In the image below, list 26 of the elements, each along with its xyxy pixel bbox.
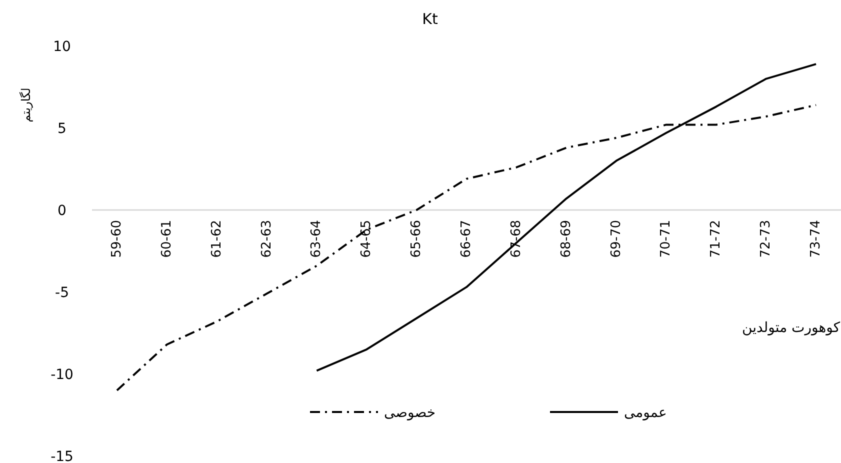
x-tick-label: 66-67 [459, 220, 474, 258]
legend-label: خصوصی [384, 405, 436, 421]
x-tick-label: 68-69 [558, 220, 574, 258]
y-tick-label: -5 [55, 285, 69, 301]
y-tick-label: 10 [53, 39, 71, 55]
chart-title: Kt [422, 10, 438, 28]
y-axis-title: لگاریتم [19, 88, 33, 122]
x-tick-label: 69-70 [608, 220, 624, 258]
x-tick-label: 70-71 [658, 220, 674, 258]
x-tick-label: 73-74 [808, 220, 824, 258]
x-tick-label: 65-66 [409, 220, 424, 258]
x-tick-label: 63-64 [309, 220, 324, 258]
x-tick-label: 59-60 [109, 220, 124, 258]
x-tick-label: 60-61 [159, 220, 174, 258]
y-tick-label: 5 [58, 121, 66, 137]
x-tick-label: 72-73 [758, 220, 774, 258]
y-tick-label: -15 [50, 449, 74, 463]
x-tick-label: 62-63 [259, 220, 274, 258]
legend-label: عمومی [624, 405, 667, 421]
x-tick-label: 64-65 [359, 220, 374, 258]
x-tick-label: 61-62 [209, 220, 224, 258]
x-tick-label: 71-72 [708, 220, 724, 258]
x-axis-title: کوهورت متولدین [742, 320, 840, 336]
y-tick-label: 0 [58, 203, 66, 219]
x-tick-label: 67-68 [508, 220, 524, 258]
y-tick-label: -10 [50, 367, 74, 383]
